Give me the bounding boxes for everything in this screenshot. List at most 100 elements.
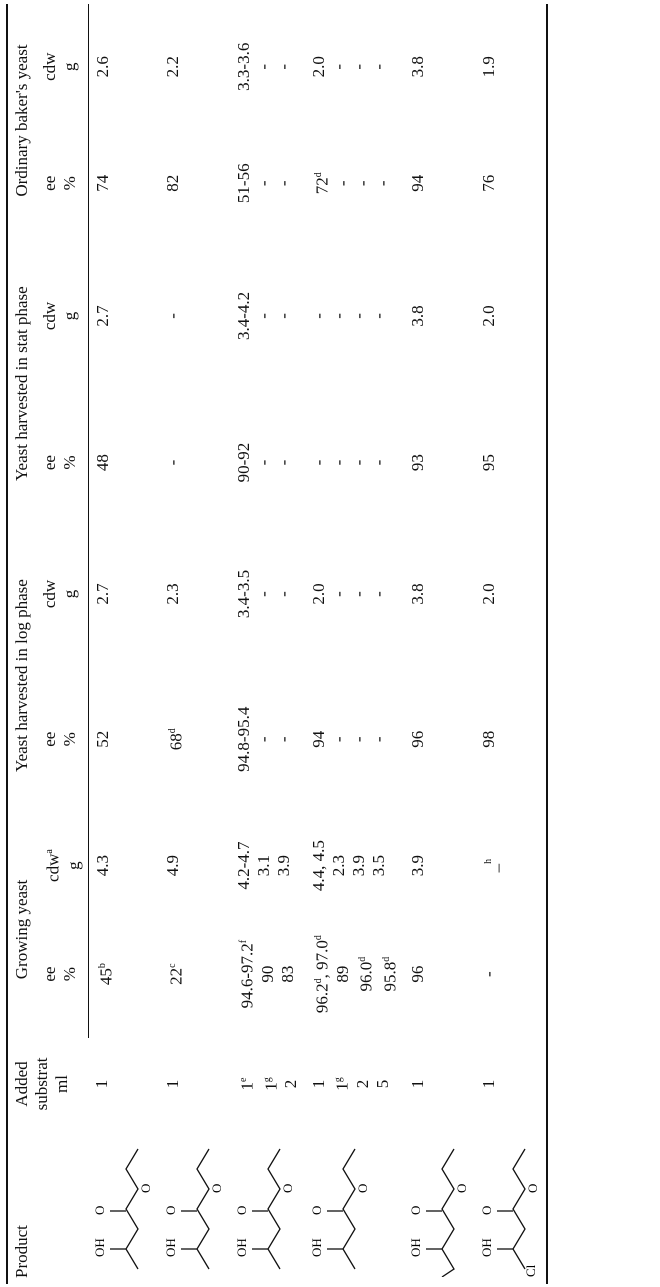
row: OH O O 1 45b 4.3 52 2.7 48 2.7 74 2.6: [88, 4, 159, 1284]
cell: 96: [404, 910, 475, 1038]
line: -: [274, 536, 294, 651]
cell: 3.3-3.6- -: [230, 4, 305, 129]
footnote-mark: e: [238, 1077, 250, 1082]
cell: 1: [159, 1038, 230, 1130]
cell: 1 1g 2 5: [305, 1038, 404, 1130]
line: 95.8d: [377, 916, 401, 1032]
product-cell: OH O O: [230, 1130, 305, 1284]
cell: 2.0: [475, 530, 548, 658]
atom-label: OH: [479, 1238, 494, 1257]
group-header: Yeast harvested in log phase: [7, 530, 36, 821]
line: 90: [258, 916, 278, 1032]
cell-text: 1.9: [479, 56, 499, 78]
line: ee: [40, 664, 60, 815]
cell-text: -: [369, 313, 389, 319]
line: -: [163, 243, 183, 389]
row: OH O O 1 22c 4.9 68d 2.3 - - 82 2.2: [159, 4, 230, 1284]
cell: 4.3: [88, 821, 159, 910]
cell-text: 45: [96, 968, 116, 986]
line: 76: [479, 135, 499, 231]
cell-text: ee: [40, 455, 59, 471]
cell-text: -: [274, 736, 294, 743]
sub-header: cdw g: [36, 4, 89, 130]
atom-label: O: [408, 1206, 423, 1215]
cell-text: cdw: [40, 579, 59, 609]
cell-text: cdw: [40, 52, 59, 81]
line: 74: [93, 135, 113, 231]
line: 3.4-3.5: [234, 536, 254, 651]
line: ee: [40, 916, 60, 1032]
line: 3.9: [274, 827, 294, 904]
cell-text: -: [163, 459, 183, 466]
cell-text: 72: [313, 177, 333, 195]
line: 96: [408, 916, 428, 1032]
bond: [512, 1148, 527, 1270]
line: -: [274, 10, 294, 123]
line: substrat: [32, 1044, 52, 1124]
cell-text: %: [60, 732, 79, 747]
cell-text: -: [349, 736, 369, 743]
line: 1: [408, 1044, 428, 1124]
cell-text: 94.6-97.2: [237, 943, 257, 1009]
atom-label: O: [525, 1184, 539, 1193]
line: ml: [52, 1044, 72, 1124]
cell-text: 3.8: [408, 305, 428, 327]
cell: 48: [88, 395, 159, 530]
line: 4.4, 4.5: [309, 827, 329, 904]
cell: 4.2-4.7 3.1 3.9: [230, 821, 305, 910]
cell-text: cdw: [43, 853, 63, 882]
cell-text: 2.0: [309, 583, 329, 605]
structure: Cl OH O O: [479, 1148, 540, 1277]
line: 1: [309, 1044, 329, 1124]
cell-text: -: [274, 313, 294, 319]
row: OH O O 1 96 3.9 96 3.8 93 3.8 94 3.8: [404, 4, 475, 1284]
line: 51-56: [234, 135, 254, 231]
bond: [342, 1148, 357, 1270]
cell-text: 2.7: [92, 583, 112, 605]
line: cdw: [40, 536, 60, 651]
cell-text: -: [349, 459, 369, 466]
line: -: [369, 664, 389, 815]
cell-text: 22: [166, 967, 186, 985]
cell: ----: [305, 237, 404, 395]
cell-text: 4.9: [163, 854, 183, 877]
cell-text: g: [60, 311, 79, 321]
footnote-mark: d: [313, 935, 325, 941]
line: g: [60, 243, 80, 389]
line: -: [254, 401, 274, 524]
cell-text: -: [329, 591, 349, 597]
cell: 90-92- -: [230, 395, 305, 530]
cell: 2.0- - -: [305, 530, 404, 657]
footnote-mark: d: [313, 172, 325, 178]
cell-text: -: [349, 313, 369, 319]
cell: 3.8: [404, 530, 475, 657]
cell: 2.7: [88, 237, 159, 395]
cell-text: 3.1: [254, 854, 274, 877]
cell-text: 1: [408, 1079, 428, 1089]
line: 3.4-4.2: [234, 243, 254, 389]
cell-text: -: [274, 63, 294, 70]
cell-text: 89: [333, 965, 353, 983]
cell-text: 94.8-95.4: [234, 706, 254, 772]
cell-text: -: [369, 736, 389, 743]
line: 3.3-3.6: [234, 10, 254, 123]
line: _h: [479, 827, 503, 904]
line: -: [329, 536, 349, 651]
cell-text: 3.5: [369, 854, 389, 877]
cell-text: 83: [277, 965, 297, 983]
line: 90-92: [234, 401, 254, 524]
cell-text: 94: [309, 730, 329, 748]
line: %: [60, 135, 80, 231]
cell-text: 2.0: [479, 583, 499, 605]
sub-header: cdwa g: [36, 820, 89, 911]
line: 4.2-4.7: [234, 827, 254, 904]
product-cell: Cl OH O O: [475, 1130, 548, 1284]
cell-text: -: [329, 459, 349, 466]
cell: -: [159, 395, 230, 530]
cell: 2.0: [475, 237, 548, 395]
cell-text: ee: [40, 966, 59, 982]
cell-text: 68: [166, 733, 186, 751]
line: 4.9: [163, 827, 183, 904]
line: 4.3: [93, 827, 113, 904]
line: 45b: [93, 916, 117, 1032]
